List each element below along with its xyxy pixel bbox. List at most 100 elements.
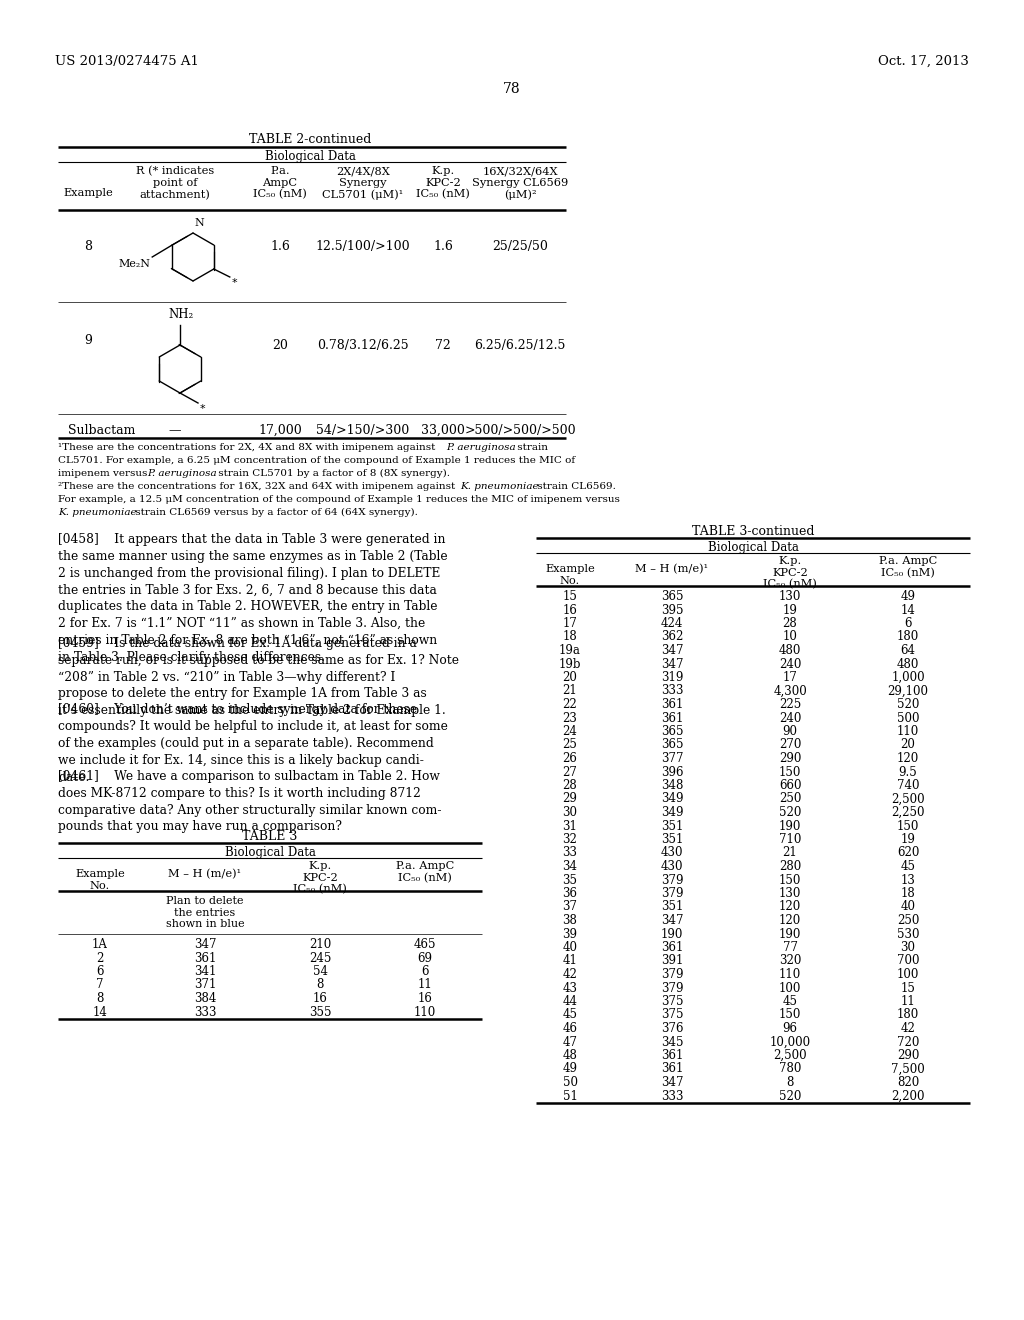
Text: P.a.
AmpC
IC₅₀ (nM): P.a. AmpC IC₅₀ (nM) xyxy=(253,166,307,199)
Text: 395: 395 xyxy=(660,603,683,616)
Text: Biological Data: Biological Data xyxy=(224,846,315,859)
Text: 110: 110 xyxy=(779,968,801,981)
Text: 520: 520 xyxy=(779,1089,801,1102)
Text: 40: 40 xyxy=(900,900,915,913)
Text: P. aeruginosa: P. aeruginosa xyxy=(147,469,217,478)
Text: P.a. AmpC
IC₅₀ (nM): P.a. AmpC IC₅₀ (nM) xyxy=(879,556,937,578)
Text: 90: 90 xyxy=(782,725,798,738)
Text: Biological Data: Biological Data xyxy=(708,541,799,554)
Text: 290: 290 xyxy=(779,752,801,766)
Text: [0458]    It appears that the data in Table 3 were generated in
the same manner : [0458] It appears that the data in Table… xyxy=(58,533,447,664)
Text: 6: 6 xyxy=(421,965,429,978)
Text: 190: 190 xyxy=(779,928,801,940)
Text: 270: 270 xyxy=(779,738,801,751)
Text: 333: 333 xyxy=(660,1089,683,1102)
Text: 1A: 1A xyxy=(92,939,108,950)
Text: 379: 379 xyxy=(660,982,683,994)
Text: 365: 365 xyxy=(660,725,683,738)
Text: 430: 430 xyxy=(660,861,683,873)
Text: 0.78/3.12/6.25: 0.78/3.12/6.25 xyxy=(317,339,409,352)
Text: [0460]    You don’t want to include synergy data for these
compounds? It would b: [0460] You don’t want to include synergy… xyxy=(58,704,447,784)
Text: 42: 42 xyxy=(562,968,578,981)
Text: 361: 361 xyxy=(660,941,683,954)
Text: 361: 361 xyxy=(660,698,683,711)
Text: 18: 18 xyxy=(901,887,915,900)
Text: 18: 18 xyxy=(562,631,578,644)
Text: 351: 351 xyxy=(660,900,683,913)
Text: K.p.
KPC-2
IC₅₀ (nM): K.p. KPC-2 IC₅₀ (nM) xyxy=(416,166,470,199)
Text: 38: 38 xyxy=(562,913,578,927)
Text: 9.5: 9.5 xyxy=(899,766,918,779)
Text: *: * xyxy=(231,279,238,288)
Text: 240: 240 xyxy=(779,657,801,671)
Text: M – H (m/e)¹: M – H (m/e)¹ xyxy=(168,869,242,879)
Text: 362: 362 xyxy=(660,631,683,644)
Text: 44: 44 xyxy=(562,995,578,1008)
Text: 46: 46 xyxy=(562,1022,578,1035)
Text: Sulbactam: Sulbactam xyxy=(68,424,135,437)
Text: 10,000: 10,000 xyxy=(769,1035,811,1048)
Text: 16: 16 xyxy=(312,993,328,1005)
Text: 7: 7 xyxy=(96,978,103,991)
Text: 16: 16 xyxy=(562,603,578,616)
Text: 210: 210 xyxy=(309,939,331,950)
Text: US 2013/0274475 A1: US 2013/0274475 A1 xyxy=(55,55,199,69)
Text: 347: 347 xyxy=(660,657,683,671)
Text: 35: 35 xyxy=(562,874,578,887)
Text: 720: 720 xyxy=(897,1035,920,1048)
Text: 4,300: 4,300 xyxy=(773,685,807,697)
Text: 120: 120 xyxy=(897,752,920,766)
Text: 780: 780 xyxy=(779,1063,801,1076)
Text: 530: 530 xyxy=(897,928,920,940)
Text: 16: 16 xyxy=(418,993,432,1005)
Text: 13: 13 xyxy=(900,874,915,887)
Text: 355: 355 xyxy=(309,1006,331,1019)
Text: 45: 45 xyxy=(782,995,798,1008)
Text: 347: 347 xyxy=(660,1076,683,1089)
Text: 27: 27 xyxy=(562,766,578,779)
Text: [0459]    Is the data shown for Ex. 1A data generated in a
separate run, or is i: [0459] Is the data shown for Ex. 1A data… xyxy=(58,638,459,717)
Text: 190: 190 xyxy=(660,928,683,940)
Text: Biological Data: Biological Data xyxy=(264,150,355,162)
Text: 26: 26 xyxy=(562,752,578,766)
Text: 250: 250 xyxy=(779,792,801,805)
Text: 424: 424 xyxy=(660,616,683,630)
Text: 480: 480 xyxy=(897,657,920,671)
Text: K. pneumoniae: K. pneumoniae xyxy=(58,508,136,517)
Text: 740: 740 xyxy=(897,779,920,792)
Text: M – H (m/e)¹: M – H (m/e)¹ xyxy=(636,564,709,574)
Text: P. aeruginosa: P. aeruginosa xyxy=(446,444,516,451)
Text: 379: 379 xyxy=(660,874,683,887)
Text: 45: 45 xyxy=(900,861,915,873)
Text: 250: 250 xyxy=(897,913,920,927)
Text: 72: 72 xyxy=(435,339,451,352)
Text: R (* indicates
point of
attachment): R (* indicates point of attachment) xyxy=(136,166,214,199)
Text: 347: 347 xyxy=(194,939,216,950)
Text: TABLE 3-continued: TABLE 3-continued xyxy=(692,525,814,539)
Text: 47: 47 xyxy=(562,1035,578,1048)
Text: 39: 39 xyxy=(562,928,578,940)
Text: 371: 371 xyxy=(194,978,216,991)
Text: 54: 54 xyxy=(312,965,328,978)
Text: 150: 150 xyxy=(779,766,801,779)
Text: 365: 365 xyxy=(660,738,683,751)
Text: 520: 520 xyxy=(779,807,801,818)
Text: 8: 8 xyxy=(96,993,103,1005)
Text: 12.5/100/>100: 12.5/100/>100 xyxy=(315,240,411,253)
Text: 29,100: 29,100 xyxy=(888,685,929,697)
Text: K.p.
KPC-2
IC₅₀ (nM): K.p. KPC-2 IC₅₀ (nM) xyxy=(763,556,817,590)
Text: 1,000: 1,000 xyxy=(891,671,925,684)
Text: —: — xyxy=(169,424,181,437)
Text: Me₂N: Me₂N xyxy=(118,259,151,269)
Text: imipenem versus: imipenem versus xyxy=(58,469,151,478)
Text: 64: 64 xyxy=(900,644,915,657)
Text: 245: 245 xyxy=(309,952,331,965)
Text: strain CL6569 versus by a factor of 64 (64X synergy).: strain CL6569 versus by a factor of 64 (… xyxy=(132,508,418,517)
Text: 32: 32 xyxy=(562,833,578,846)
Text: K. pneumoniae: K. pneumoniae xyxy=(460,482,539,491)
Text: 19b: 19b xyxy=(559,657,582,671)
Text: 8: 8 xyxy=(786,1076,794,1089)
Text: 660: 660 xyxy=(778,779,801,792)
Text: 2X/4X/8X
Synergy
CL5701 (μM)¹: 2X/4X/8X Synergy CL5701 (μM)¹ xyxy=(323,166,403,199)
Text: 69: 69 xyxy=(418,952,432,965)
